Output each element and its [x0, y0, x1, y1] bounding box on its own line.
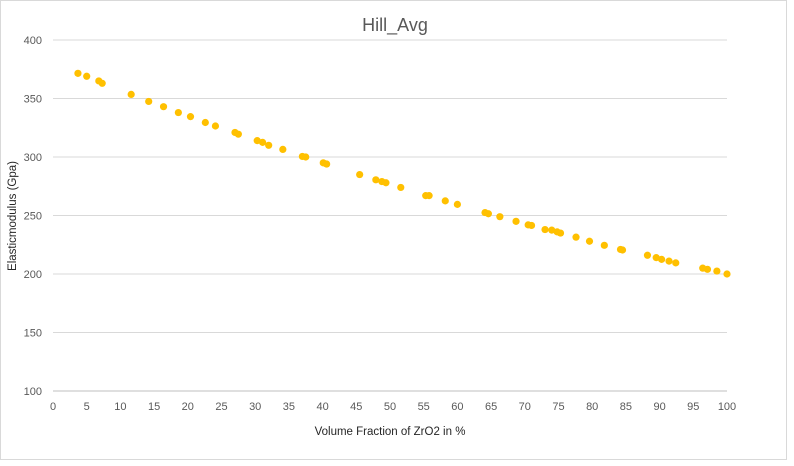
data-point: [618, 246, 627, 254]
data-point: [585, 237, 594, 245]
y-tick-label: 200: [24, 269, 42, 281]
scatter-chart: Hill_Avg 0 5 10 15 20 25 30 35 40 45 50 55 60 65 70 75 8…: [7, 15, 736, 438]
data-point: [541, 225, 549, 234]
y-axis-label: Elasticmodulus (Gpa): [7, 161, 19, 271]
y-tick-label: 100: [24, 386, 42, 398]
data-point: [145, 97, 153, 106]
data-point: [74, 69, 82, 77]
data-point: [643, 251, 652, 259]
data-point: [265, 141, 273, 149]
x-tick-label: 80: [586, 401, 598, 413]
data-point: [186, 113, 195, 121]
y-tick-label: 400: [24, 35, 42, 47]
data-point: [512, 217, 520, 225]
x-tick-label: 45: [350, 401, 362, 413]
gridlines: [53, 39, 727, 392]
x-tick-label: 75: [552, 401, 564, 413]
data-point: [713, 267, 721, 275]
data-points: [74, 69, 731, 278]
x-tick-label: 20: [182, 401, 194, 413]
x-tick-label: 0: [50, 401, 56, 413]
x-tick-label: 65: [485, 401, 497, 413]
data-point: [425, 192, 433, 200]
y-tick-label: 350: [24, 94, 42, 106]
data-point: [665, 257, 673, 265]
data-point: [98, 79, 106, 87]
x-tick-label: 70: [519, 401, 531, 413]
data-point: [382, 179, 390, 187]
x-tick-label: 60: [451, 401, 463, 413]
chart-frame: Hill_Avg 0 5 10 15 20 25 30 35 40 45 50 55 60 65 70 75 8…: [0, 0, 787, 460]
data-point: [441, 197, 449, 205]
data-point: [484, 210, 493, 218]
data-point: [211, 122, 220, 130]
data-point: [572, 233, 580, 241]
x-tick-label: 25: [215, 401, 227, 413]
y-tick-labels: 100 150 200 250 300 350 400: [24, 35, 42, 398]
x-tick-label: 15: [148, 401, 160, 413]
data-point: [600, 241, 608, 249]
x-tick-label: 100: [718, 401, 736, 413]
data-point: [672, 259, 680, 267]
x-tick-label: 55: [418, 401, 430, 413]
data-point: [234, 130, 242, 138]
x-tick-label: 10: [114, 401, 126, 413]
y-tick-label: 150: [24, 328, 42, 340]
data-point: [83, 72, 91, 80]
x-tick-label: 90: [653, 401, 665, 413]
data-point: [279, 145, 287, 153]
data-point: [259, 138, 267, 146]
y-tick-label: 250: [24, 211, 42, 223]
x-axis-label: Volume Fraction of ZrO2 in %: [315, 426, 466, 438]
x-tick-label: 35: [283, 401, 295, 413]
data-point: [703, 265, 712, 273]
x-tick-label: 5: [84, 401, 90, 413]
data-point: [453, 200, 461, 208]
x-tick-label: 40: [316, 401, 328, 413]
data-point: [302, 153, 310, 161]
data-point: [201, 118, 209, 127]
data-point: [372, 176, 380, 184]
x-tick-label: 30: [249, 401, 261, 413]
y-tick-label: 300: [24, 152, 42, 164]
x-tick-label: 95: [687, 401, 699, 413]
x-tick-labels: 0 5 10 15 20 25 30 35 40 45 50 55 60 65 70 75 80 85 90 95 10…: [50, 401, 736, 413]
data-point: [658, 255, 666, 263]
data-point: [527, 221, 536, 230]
data-point: [323, 160, 331, 168]
data-point: [496, 213, 504, 221]
data-point: [174, 108, 182, 117]
data-point: [723, 270, 731, 278]
chart-title: Hill_Avg: [362, 15, 428, 36]
data-point: [356, 170, 364, 179]
data-point: [159, 103, 168, 111]
data-point: [397, 183, 405, 192]
data-point: [127, 90, 135, 99]
x-tick-label: 50: [384, 401, 396, 413]
data-point: [556, 229, 565, 237]
x-tick-label: 85: [620, 401, 632, 413]
